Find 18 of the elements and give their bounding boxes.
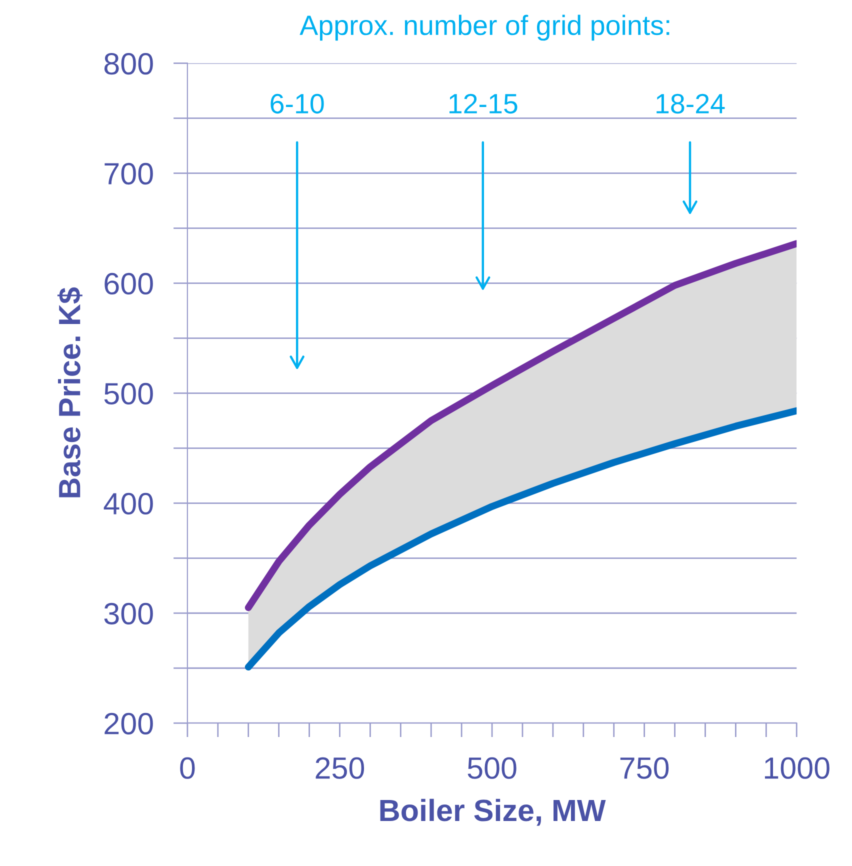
y-axis-title: Base Price. K$ (57, 287, 82, 498)
annotation: 6-10 (270, 94, 324, 114)
x-tick-label: 0 (180, 757, 195, 779)
y-tick-label: 300 (104, 602, 153, 624)
y-tick-label: 700 (104, 162, 153, 185)
y-tick-label: 200 (104, 712, 153, 734)
y-tick-label: 800 (104, 52, 153, 75)
x-tick-label: 1000 (764, 757, 830, 779)
annotation: 18-24 (656, 94, 725, 114)
y-tick-label: 500 (104, 382, 153, 405)
chart-title: Approx. number of grid points: (300, 14, 670, 41)
y-tick-label: 600 (104, 272, 153, 295)
x-tick-label: 250 (316, 757, 364, 779)
annotation: 12-15 (449, 94, 518, 114)
x-axis-title: Boiler Size, MW (380, 798, 606, 826)
x-tick-label: 750 (620, 757, 669, 779)
x-tick-label: 500 (468, 757, 516, 779)
y-tick-label: 400 (104, 492, 153, 515)
